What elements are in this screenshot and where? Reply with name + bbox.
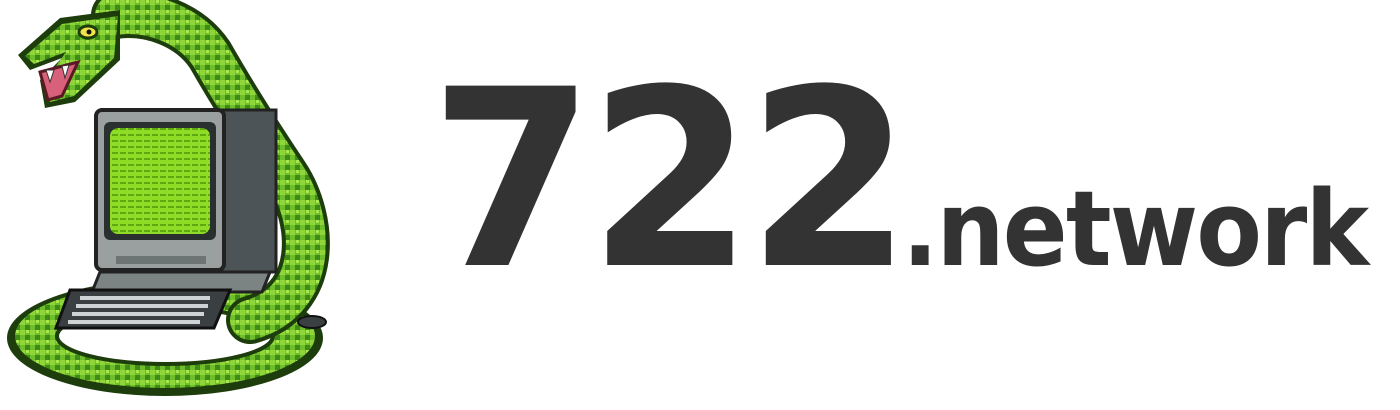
brand-tld: .network (901, 168, 1369, 290)
snake-computer-logo-icon (7, 0, 330, 396)
snake-head (18, 10, 120, 108)
retro-computer (53, 108, 327, 330)
brand-number: 722 (430, 38, 911, 324)
brand-wordmark: 722.network (430, 58, 1400, 304)
